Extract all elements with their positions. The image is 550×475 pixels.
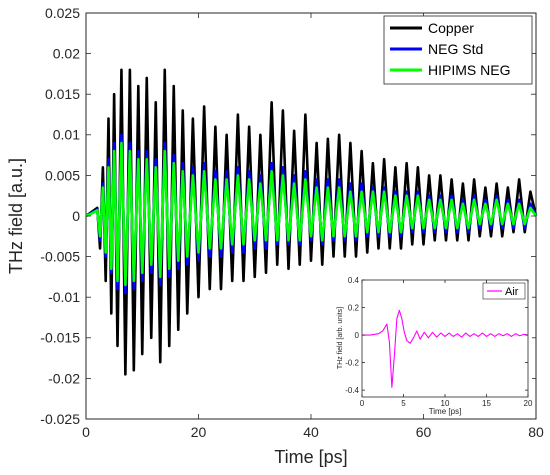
- main-y-tick-label: -0.015: [40, 330, 80, 346]
- legend-label-copper: Copper: [428, 20, 474, 36]
- main-series-line-2: [85, 141, 538, 287]
- main-y-tick-label: 0.005: [45, 167, 80, 183]
- main-y-tick-label: -0.005: [40, 249, 80, 265]
- main-series-group: [85, 68, 538, 376]
- legend-label-neg-std: NEG Std: [428, 41, 483, 57]
- inset-plot: -0.4 -0.2 0 0.2 0.4 0 5 10 15 20 Time [ps] THz f…: [337, 268, 533, 416]
- main-x-axis-label: Time [ps]: [274, 447, 347, 467]
- main-y-axis-label: THz field [a.u.]: [6, 158, 26, 274]
- main-y-tick-label: -0.025: [40, 411, 80, 427]
- main-y-tick-label: 0.02: [53, 46, 80, 62]
- inset-x-axis-label: Time [ps]: [429, 407, 462, 416]
- inset-legend-box: [482, 282, 526, 300]
- inset-y-axis-label: THz field [arb. units]: [337, 307, 344, 369]
- main-y-tick-label: 0.015: [45, 86, 80, 102]
- inset-plot-frame: [361, 279, 529, 398]
- main-x-tick-label: 40: [303, 424, 319, 440]
- inset-x-tick-label: 0: [360, 399, 365, 408]
- main-legend: Copper NEG Std HIPIMS NEG: [383, 15, 533, 85]
- inset-x-tick-label: 5: [401, 399, 406, 408]
- inset-y-tick-label: -0.2: [345, 358, 359, 367]
- main-y-ticks: -0.025 -0.02 -0.015 -0.01 -0.005 0 0.005 0.01 0.…: [40, 5, 536, 427]
- main-x-tick-label: 80: [528, 424, 544, 440]
- main-x-ticks: 0 20 40 60 80: [82, 13, 544, 440]
- main-y-tick-label: 0: [72, 208, 80, 224]
- inset-y-tick-label: 0.4: [348, 276, 360, 285]
- legend-label-hipims-neg: HIPIMS NEG: [428, 62, 510, 78]
- main-y-tick-label: -0.01: [48, 289, 80, 305]
- main-y-tick-label: -0.02: [48, 370, 80, 386]
- inset-x-tick-label: 20: [524, 399, 533, 408]
- inset-x-tick-label: 15: [482, 399, 491, 408]
- inset-y-tick-label: 0: [355, 331, 360, 340]
- inset-x-tick-label: 10: [441, 399, 450, 408]
- main-x-tick-label: 60: [416, 424, 432, 440]
- inset-x-ticks: 0 5 10 15 20: [360, 280, 533, 408]
- inset-y-ticks: -0.4 -0.2 0 0.2 0.4: [345, 276, 528, 395]
- main-y-tick-label: 0.01: [53, 127, 80, 143]
- inset-series-line-0: [362, 309, 529, 388]
- inset-y-tick-label: 0.2: [348, 303, 360, 312]
- inset-legend: Air: [482, 282, 526, 300]
- main-x-tick-label: 0: [82, 424, 90, 440]
- main-x-tick-label: 20: [191, 424, 207, 440]
- legend-label-air: Air: [505, 286, 519, 298]
- main-y-tick-label: 0.025: [45, 5, 80, 21]
- inset-y-tick-label: -0.4: [345, 386, 359, 395]
- inset-series-group: [362, 309, 529, 388]
